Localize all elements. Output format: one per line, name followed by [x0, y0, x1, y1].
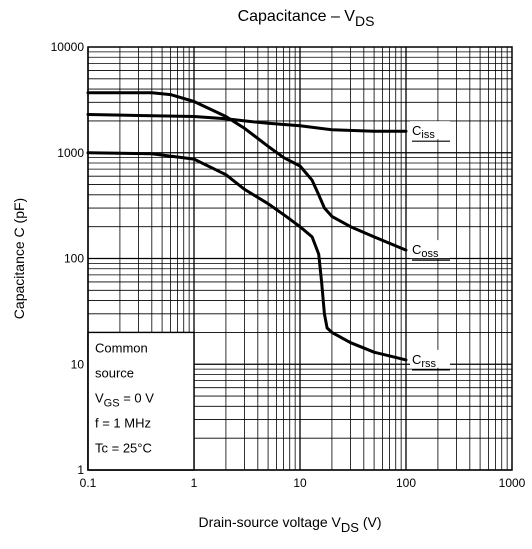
y-tick-label: 1000 — [57, 146, 84, 160]
condition-text: source — [95, 365, 134, 380]
conditions-box: Common source VGS = 0 V f = 1 MHz Tc = 25°C — [87, 331, 195, 471]
chart-title: Capacitance – VDS — [238, 8, 375, 29]
y-tick-label: 10000 — [51, 40, 85, 54]
plot-frame — [87, 46, 513, 471]
x-tick-label: 1000 — [499, 476, 526, 490]
y-axis-label: Capacitance C (pF) — [11, 198, 27, 319]
series-line-coss — [86, 91, 408, 252]
condition-text: VGS = 0 V — [95, 390, 154, 409]
x-axis-label: Drain-source voltage VDS (V) — [198, 514, 381, 535]
series: Ciss Coss Crss — [86, 91, 450, 371]
series-label-coss: Coss — [412, 242, 439, 260]
y-tick-label: 100 — [64, 252, 84, 266]
y-tick-label: 10 — [71, 357, 85, 371]
x-tick-label: 0.1 — [80, 476, 97, 490]
y-tick-label: 1 — [77, 463, 84, 477]
labels: Capacitance – VDS Drain-source voltage VD… — [11, 8, 382, 535]
series-label-ciss: Ciss — [412, 123, 435, 141]
conditions-frame — [87, 331, 195, 471]
series-label-bg — [410, 349, 450, 368]
series-line-crss — [86, 151, 408, 362]
condition-text: Common — [95, 340, 148, 355]
condition-text: Tc = 25°C — [95, 440, 152, 455]
series-label-bg — [410, 121, 450, 140]
x-tick-label: 100 — [396, 476, 416, 490]
condition-text: f = 1 MHz — [95, 415, 151, 430]
series-line-ciss — [86, 113, 408, 133]
x-tick-label: 10 — [293, 476, 307, 490]
series-label-bg — [410, 240, 450, 259]
series-label-crss: Crss — [412, 352, 437, 370]
x-tick-label: 1 — [191, 476, 198, 490]
